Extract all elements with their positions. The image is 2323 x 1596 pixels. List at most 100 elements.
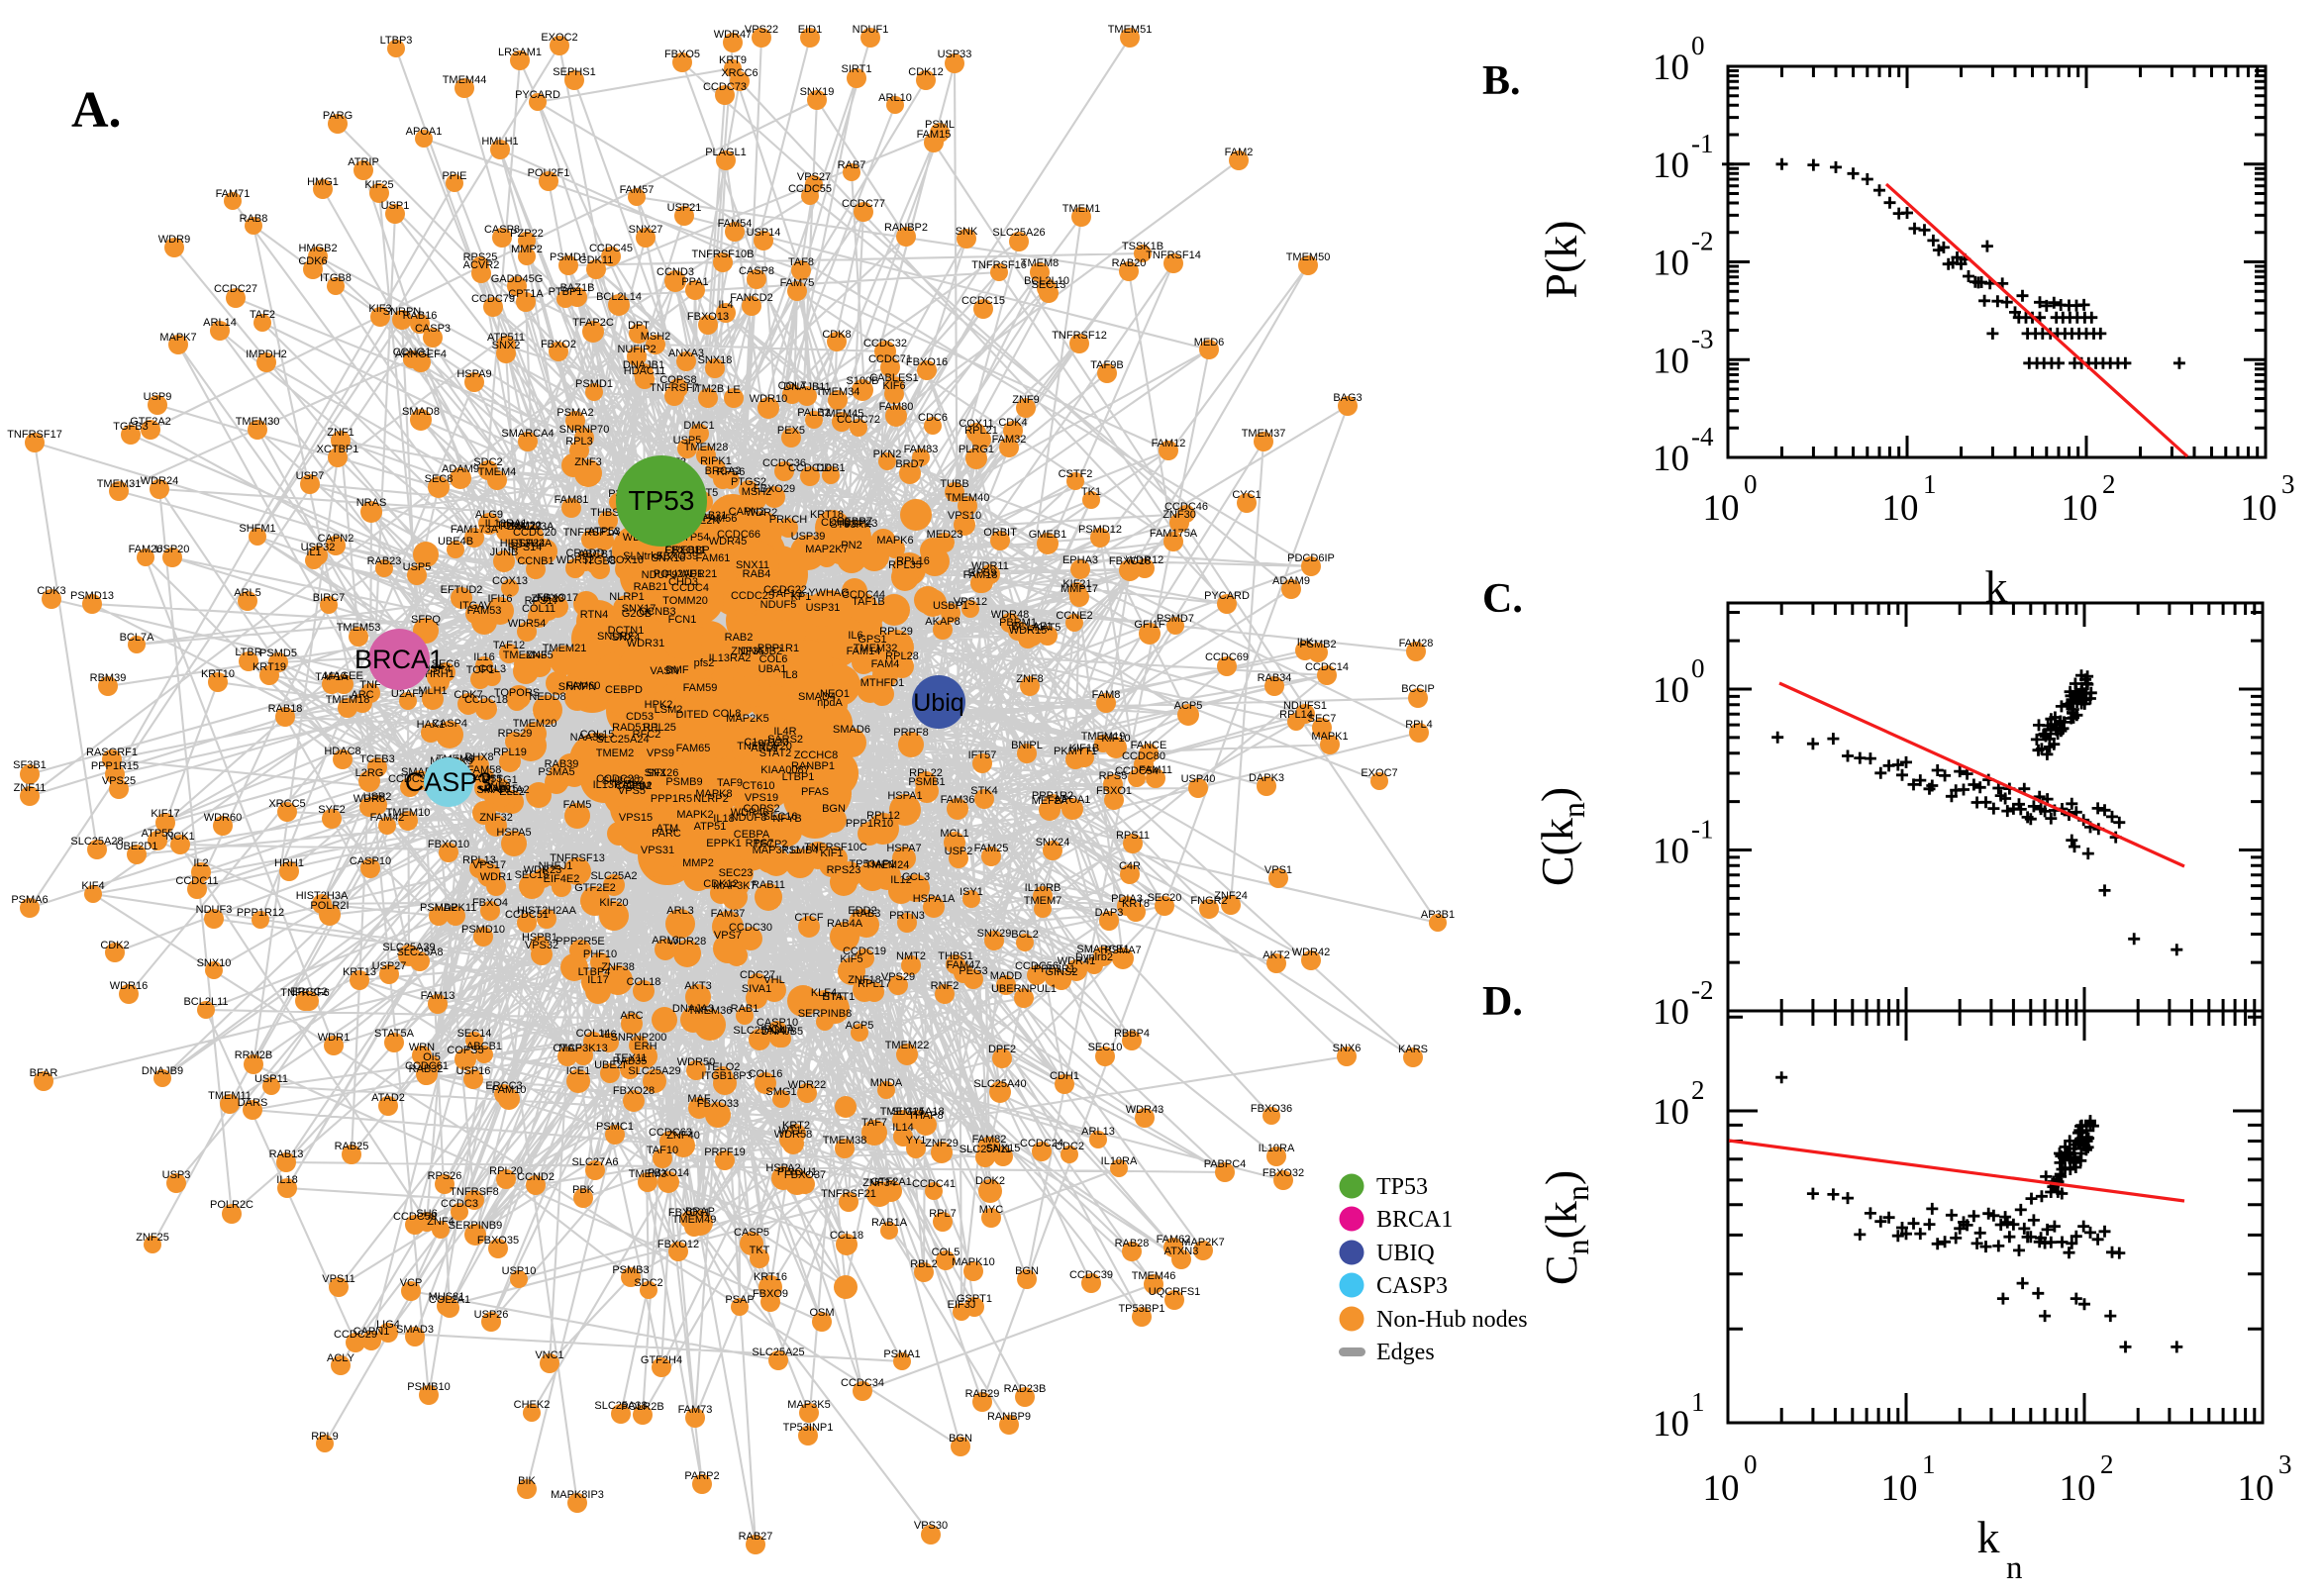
svg-text:SLC25A39: SLC25A39 [382,942,435,953]
svg-text:PKN2: PKN2 [873,449,902,460]
svg-text:SNX2: SNX2 [492,340,521,351]
svg-text:CDC6: CDC6 [918,412,948,424]
svg-text:BRAP: BRAP [685,1206,715,1218]
svg-text:FANCE: FANCE [1131,740,1167,751]
svg-text:WRN: WRN [409,1042,435,1053]
svg-text:ELL2: ELL2 [499,786,525,798]
svg-text:RPL3: RPL3 [565,436,593,448]
svg-text:CCNE2: CCNE2 [1056,610,1092,622]
svg-text:WDR43: WDR43 [1126,1104,1164,1116]
svg-text:SMAD4: SMAD4 [798,691,836,703]
svg-text:IL10RA: IL10RA [1259,1143,1295,1154]
svg-text:TMEM38: TMEM38 [823,1135,867,1147]
svg-text:G2OB: G2OB [622,608,653,620]
svg-text:RAB39: RAB39 [545,758,579,770]
svg-text:PIYOU1: PIYOU1 [777,1166,817,1178]
svg-text:CEBPA: CEBPA [734,829,770,841]
svg-text:HDAC11: HDAC11 [624,365,666,377]
svg-text:IL2: IL2 [193,857,208,869]
svg-text:POU2AF1: POU2AF1 [654,568,703,580]
svg-text:MMP2: MMP2 [511,244,543,255]
svg-text:SLNtrk3: SLNtrk3 [623,550,662,562]
svg-text:RANBP1: RANBP1 [791,760,835,772]
svg-text:CEBPZ: CEBPZ [837,516,873,528]
svg-text:PPA1: PPA1 [681,276,708,288]
svg-text:MAPK11: MAPK11 [435,902,477,914]
svg-text:RPS23: RPS23 [827,864,861,876]
svg-text:TOP1: TOP1 [466,664,495,676]
svg-text:STAT2: STAT2 [759,748,792,759]
svg-text:PTTG1: PTTG1 [482,774,517,786]
svg-text:GADD45G: GADD45G [491,273,544,285]
svg-text:CCDC45: CCDC45 [589,243,633,254]
svg-text:CCDC46: CCDC46 [1164,501,1208,513]
svg-text:PSMA1: PSMA1 [883,1348,920,1360]
svg-text:TMEM43: TMEM43 [503,649,548,661]
svg-text:USP32: USP32 [301,542,336,553]
svg-text:VPS5: VPS5 [618,785,646,797]
svg-text:WDR52: WDR52 [556,554,595,566]
svg-text:NDUF8: NDUF8 [731,812,767,824]
svg-text:MAGEE: MAGEE [324,670,363,682]
svg-text:ERCC2: ERCC2 [290,986,327,998]
svg-text:SEC8: SEC8 [425,473,454,485]
svg-text:CPT1A: CPT1A [508,288,544,300]
svg-text:PSMD7: PSMD7 [1157,613,1194,625]
svg-text:COPS5: COPS5 [447,1045,483,1056]
svg-text:PRPF19: PRPF19 [704,1147,746,1158]
svg-text:KIF6: KIF6 [882,380,905,392]
svg-text:WDR15: WDR15 [1009,625,1048,637]
svg-text:SIRT1: SIRT1 [842,63,872,75]
svg-text:CASP8: CASP8 [739,265,774,277]
svg-text:WDR10: WDR10 [750,393,788,405]
svg-text:KIF3: KIF3 [368,303,391,315]
svg-text:GSPT1: GSPT1 [957,1293,992,1305]
svg-text:ATRIP: ATRIP [348,156,379,168]
svg-text:CCL3: CCL3 [902,871,930,883]
svg-text:TAF9B: TAF9B [1090,359,1123,371]
svg-text:CCDC44: CCDC44 [842,589,885,601]
svg-text:HIST2H2AA: HIST2H2AA [517,905,577,917]
svg-text:FAM61: FAM61 [696,552,731,564]
svg-text:ITGAV: ITGAV [459,600,492,612]
svg-text:FAM36: FAM36 [941,794,975,806]
svg-text:SNX4: SNX4 [612,632,641,644]
svg-text:RPS11: RPS11 [1116,830,1150,842]
svg-text:FAM57: FAM57 [620,184,655,196]
svg-text:BRCA1: BRCA1 [354,645,444,674]
svg-text:COL11: COL11 [522,603,556,615]
svg-text:RPS26: RPS26 [428,1170,462,1182]
svg-text:HSPA9: HSPA9 [456,368,491,380]
svg-text:USP14: USP14 [747,227,781,239]
svg-text:L2RG: L2RG [355,767,384,779]
svg-text:CCL18: CCL18 [830,1230,863,1242]
svg-text:KRT13: KRT13 [343,966,376,978]
svg-text:USP20: USP20 [155,544,190,555]
svg-text:TP53: TP53 [629,485,695,516]
svg-text:FBXO11: FBXO11 [664,545,705,556]
svg-text:RAB25: RAB25 [335,1141,369,1152]
svg-text:XCTBP1: XCTBP1 [317,444,359,455]
svg-text:USP1: USP1 [381,200,410,212]
svg-text:BMF: BMF [665,664,689,676]
svg-text:TMEM1: TMEM1 [1062,203,1101,215]
svg-text:APOA1: APOA1 [1055,794,1091,806]
svg-text:ANXA3: ANXA3 [668,348,704,359]
svg-text:CHD3: CHD3 [668,576,698,588]
svg-text:MAPK2: MAPK2 [676,809,713,821]
svg-text:SEC16: SEC16 [763,811,798,823]
svg-text:SLC25A34: SLC25A34 [733,1025,785,1037]
svg-text:-3: -3 [1691,324,1714,353]
svg-text:CCDC22: CCDC22 [763,584,807,596]
svg-text:FAM175A: FAM175A [1150,528,1198,540]
svg-text:CYC1: CYC1 [1232,489,1261,501]
svg-text:DPF2: DPF2 [988,1044,1016,1055]
svg-text:SMARCA4: SMARCA4 [501,428,554,440]
svg-text:WDR2: WDR2 [746,507,777,519]
svg-text:HSPB1: HSPB1 [522,932,557,944]
svg-text:MAP3K7: MAP3K7 [713,880,756,892]
svg-text:WDR60: WDR60 [204,812,243,824]
svg-text:CDK7: CDK7 [454,689,482,701]
svg-text:KIAA0087: KIAA0087 [760,764,810,776]
svg-text:TOMM20: TOMM20 [496,520,542,532]
